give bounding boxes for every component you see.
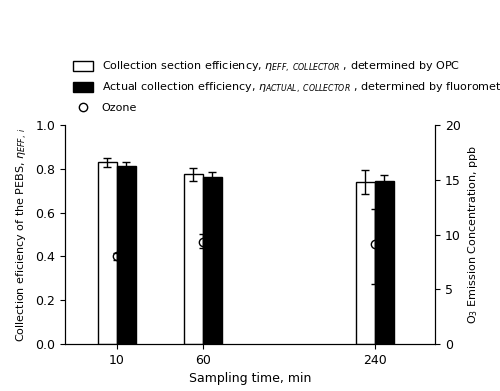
Bar [116, 166, 136, 344]
Legend: Collection section efficiency, $\eta_{EFF,\ COLLECTOR}$ , determined by OPC, Act: Collection section efficiency, $\eta_{EF… [70, 57, 500, 115]
Y-axis label: O$_3$ Emission Concentration, ppb: O$_3$ Emission Concentration, ppb [466, 145, 480, 324]
Bar [98, 162, 116, 344]
Bar [375, 181, 394, 344]
Bar [184, 174, 203, 344]
Bar [202, 177, 222, 344]
Y-axis label: Collection eficiency of the PEBS, $\eta_{EFF,\ i}$: Collection eficiency of the PEBS, $\eta_… [14, 127, 30, 342]
X-axis label: Sampling time, min: Sampling time, min [189, 372, 311, 386]
Bar [356, 182, 375, 344]
